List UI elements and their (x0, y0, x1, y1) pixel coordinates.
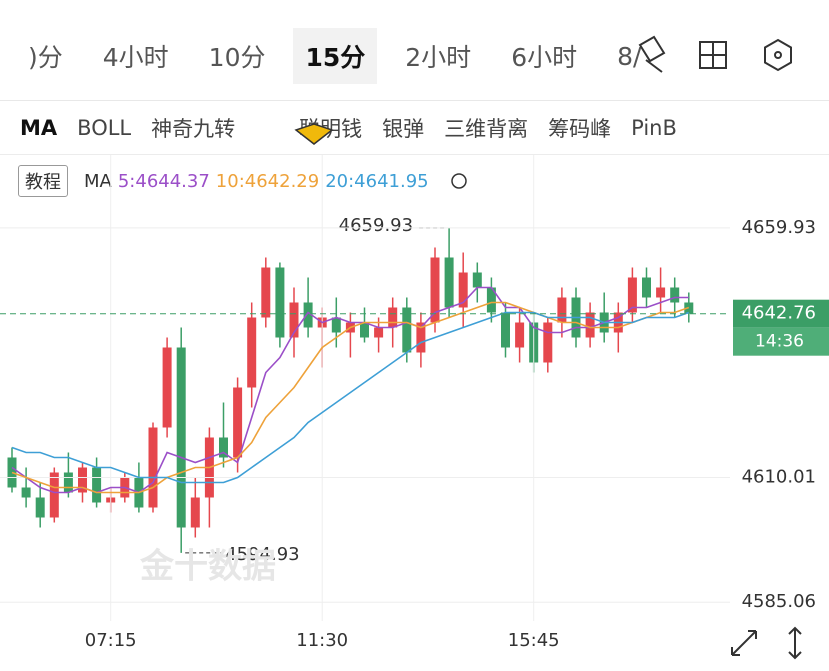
candle-body (472, 272, 482, 288)
candle-body (78, 467, 87, 493)
indicator[interactable]: 神奇九转 (151, 117, 236, 141)
y-tick-label: 4610.01 (742, 466, 816, 487)
candle-body (21, 487, 31, 498)
candle-body (430, 257, 440, 323)
candle-body (670, 287, 680, 303)
candle-body (458, 272, 468, 308)
y-tick-label: 4659.93 (742, 217, 816, 238)
legend-item: 20:4641.95 (325, 170, 429, 192)
y-tick-label: 4585.06 (742, 591, 816, 612)
candle-body (402, 307, 412, 353)
countdown-tag (733, 327, 829, 356)
candle-body (627, 277, 637, 313)
high-label: 4659.93 (339, 215, 413, 236)
ma-legend: 教程 MA 5:4644.37 10:4642.29 20:4641.95 (18, 165, 429, 197)
candle-body (515, 322, 525, 348)
candle-body (317, 317, 327, 328)
tab[interactable]: 8/ (617, 41, 642, 71)
x-tick-label: 15:45 (508, 630, 560, 651)
indicator[interactable]: 三维背离 (444, 117, 529, 141)
indicator[interactable]: BOLL (77, 116, 132, 140)
ma-line (11, 311, 690, 484)
candle-body (684, 302, 694, 314)
tab[interactable]: 4小时 (102, 43, 169, 72)
candle-body (642, 277, 651, 298)
candle-body (275, 267, 285, 338)
indicator[interactable]: 银弹 (382, 117, 425, 141)
legend-items: 5:4644.37 10:4642.29 20:4641.95 (112, 171, 429, 192)
tab[interactable]: 15分 (293, 28, 378, 84)
candle-body (303, 302, 313, 328)
candle-body (233, 387, 243, 458)
indicator[interactable]: 筹码峰 (548, 117, 612, 141)
candle-body (176, 347, 186, 528)
candle-body (360, 322, 369, 338)
legend-item: 5:4644.37 (117, 170, 210, 192)
countdown-label: 14:36 (755, 332, 804, 352)
candle-body (331, 317, 341, 333)
timeframe-tabs: )分 4小时 10分 15分 2小时 6小时 8/ (0, 12, 829, 101)
price-tag-label: 4642.76 (742, 303, 816, 324)
candle-body (501, 312, 510, 348)
tab[interactable]: )分 (28, 43, 63, 72)
candle-body (529, 322, 539, 363)
tab[interactable]: 10分 (208, 43, 266, 72)
indicator[interactable]: 聪明钱 (299, 117, 363, 141)
indicator-bar: MA BOLL 神奇九转 聪明钱 银弹 三维背离 筹码峰 PinB (0, 102, 829, 155)
candle-body (374, 327, 384, 338)
candle-body (585, 312, 595, 338)
legend-item: 10:4642.29 (215, 170, 320, 192)
candle-body (219, 437, 228, 458)
watermark: 金十数据 (139, 547, 276, 587)
candle-body (7, 457, 17, 488)
candle-body (656, 287, 666, 298)
candle-body (444, 257, 454, 308)
candle-body (49, 472, 59, 518)
low-label: 4594.93 (225, 544, 299, 565)
candle-body (204, 437, 214, 498)
candle-body (599, 312, 609, 333)
candle-body (289, 302, 299, 338)
candle-body (543, 322, 553, 363)
indicator[interactable]: MA (20, 116, 58, 140)
candle-body (35, 497, 45, 518)
x-tick-label: 11:30 (296, 630, 348, 651)
legend-name: MA (84, 170, 112, 192)
legend-settings-icon[interactable] (451, 173, 467, 189)
candle-body (120, 477, 130, 498)
candle-body (92, 467, 102, 503)
candle-body (190, 497, 200, 528)
candle-body (416, 322, 426, 353)
expand-icon[interactable] (731, 630, 757, 656)
tab[interactable]: 6小时 (511, 43, 578, 72)
candle-body (106, 497, 116, 503)
tab[interactable]: 2小时 (405, 43, 472, 72)
x-tick-label: 07:15 (85, 630, 137, 651)
indicator[interactable]: PinB (631, 116, 677, 140)
price-tag (733, 299, 829, 328)
candle-body (134, 477, 144, 508)
candle-body (148, 427, 158, 508)
candle-body (247, 317, 257, 388)
candle-body (388, 307, 398, 328)
ma-line (11, 286, 689, 494)
candle-body (613, 312, 623, 333)
tutorial-button[interactable]: 教程 (18, 165, 68, 197)
candle-body (162, 347, 172, 428)
candle-body (486, 287, 496, 313)
ma-line (11, 301, 690, 494)
candle-body (261, 267, 271, 318)
candle-body (571, 297, 581, 338)
candle-body (345, 322, 355, 333)
candle-body (63, 472, 73, 493)
candle-body (557, 297, 567, 323)
scale-icon[interactable] (788, 626, 802, 660)
